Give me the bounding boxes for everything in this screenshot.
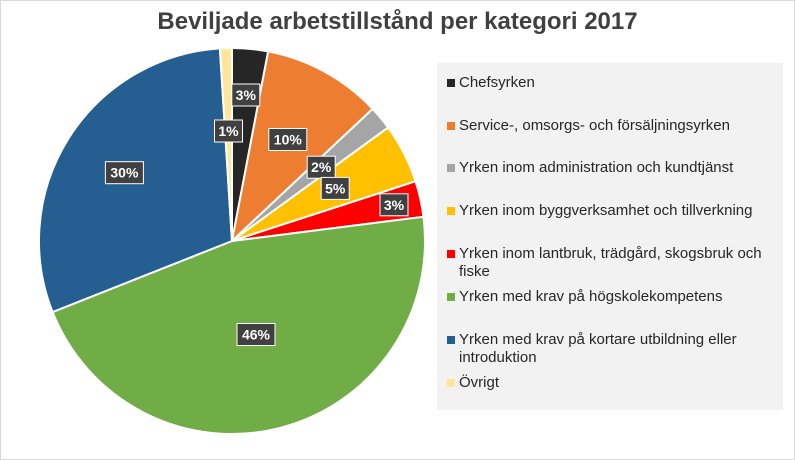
data-label-text: 5% <box>325 180 346 196</box>
data-label: 46% <box>236 323 276 346</box>
legend: Chefsyrken Service-, omsorgs- och försäl… <box>437 63 783 410</box>
legend-label: Yrken inom lantbruk, trädgård, skogsbruk… <box>459 245 762 280</box>
pie-data-labels: 3% 10% 2% 5% 3% 46% 30% 1% <box>104 83 409 346</box>
legend-item-byggverksamhet: Yrken inom byggverksamhet och tillverkni… <box>447 202 783 220</box>
legend-item-lantbruk: Yrken inom lantbruk, trädgård, skogsbruk… <box>447 245 783 281</box>
chart-title: Beviljade arbetstillstånd per kategori 2… <box>157 8 638 35</box>
data-label: 3% <box>231 83 261 107</box>
data-label: 3% <box>379 193 409 217</box>
legend-swatch <box>447 293 455 301</box>
legend-label: Service-, omsorgs- och försäljningsyrken <box>459 117 730 134</box>
data-label: 1% <box>214 119 243 143</box>
legend-label: Chefsyrken <box>459 74 535 91</box>
legend-swatch <box>447 207 455 215</box>
legend-label: Yrken med krav på kortare utbildning ell… <box>459 331 737 366</box>
data-label-box <box>236 323 276 346</box>
data-label-box <box>231 83 261 107</box>
legend-item-administration: Yrken inom administration och kundtjänst <box>447 159 783 177</box>
legend-label: Övrigt <box>459 374 500 391</box>
data-label: 30% <box>104 161 144 185</box>
legend-swatch <box>447 379 455 387</box>
legend-label: Yrken inom byggverksamhet och tillverkni… <box>459 202 753 219</box>
legend-swatch <box>447 250 455 258</box>
legend-item-service: Service-, omsorgs- och försäljningsyrken <box>447 117 783 135</box>
legend-swatch <box>447 336 455 344</box>
data-label-text: 10% <box>274 132 303 148</box>
data-label-text: 30% <box>110 165 139 181</box>
legend-label: Yrken inom administration och kundtjänst <box>459 159 734 176</box>
data-label-box <box>320 176 350 200</box>
data-label-box <box>268 128 308 151</box>
data-label-text: 3% <box>236 87 257 103</box>
data-label-text: 2% <box>311 159 332 175</box>
data-label: 10% <box>268 128 308 151</box>
data-label-text: 1% <box>218 123 239 139</box>
legend-label: Yrken med krav på högskolekompetens <box>459 288 723 305</box>
data-label-text: 46% <box>242 327 271 343</box>
legend-item-hogskolekompetens: Yrken med krav på högskolekompetens <box>447 288 783 306</box>
data-label-box <box>379 193 409 217</box>
legend-item-chefsyrken: Chefsyrken <box>447 74 783 92</box>
legend-swatch <box>447 164 455 172</box>
pie-slice <box>218 46 233 242</box>
legend-swatch <box>447 122 455 130</box>
legend-item-kortare-utbildning: Yrken med krav på kortare utbildning ell… <box>447 331 783 367</box>
legend-item-ovrigt: Övrigt <box>447 374 783 392</box>
data-label: 5% <box>320 176 350 200</box>
legend-swatch <box>447 79 455 87</box>
data-label-box <box>104 161 144 185</box>
data-label-box <box>214 119 243 143</box>
data-label: 2% <box>306 155 336 179</box>
data-label-text: 3% <box>384 197 405 213</box>
